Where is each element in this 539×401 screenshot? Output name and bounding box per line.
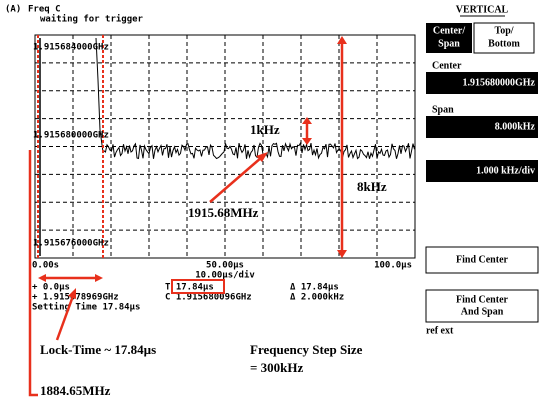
tab-label: Center/ xyxy=(433,25,465,36)
marker-bracket xyxy=(30,150,38,395)
ref-label: ref ext xyxy=(426,325,454,336)
annotation: 1884.65MHz xyxy=(40,383,111,398)
readout: Δ 2.000kHz xyxy=(290,293,344,303)
field-label: Span xyxy=(432,104,454,115)
readout: Δ 17.84µs xyxy=(290,283,339,293)
status: waiting for trigger xyxy=(40,14,144,25)
y-label: 1.915684000GHz xyxy=(33,43,109,53)
y-label: 1.915676000GHz xyxy=(33,239,109,249)
x-label: 50.00µs xyxy=(206,261,244,271)
screenshot: (A) Freq C waiting for trigger 1.9156840… xyxy=(0,0,539,401)
field-value: 1.000 kHz/div xyxy=(476,165,535,176)
button-label: And Span xyxy=(461,306,504,317)
y-label: 1.915680000GHz xyxy=(33,131,109,141)
button-label: Find Center xyxy=(456,294,509,305)
readout: + 0.0µs xyxy=(32,283,70,293)
x-label: 0.00s xyxy=(32,261,59,271)
menu-title: VERTICAL xyxy=(456,4,509,15)
icon: (A) xyxy=(5,5,21,15)
annotation: Frequency Step Size xyxy=(250,342,363,357)
tab-label: Bottom xyxy=(488,38,520,49)
readout: Setting Time 17.84µs xyxy=(32,302,140,313)
waveform xyxy=(96,38,415,159)
x-label: 100.0µs xyxy=(374,261,412,271)
field-value: 1.915680000GHz xyxy=(463,77,536,88)
field-label: Center xyxy=(432,60,462,71)
scope-screen: (A) Freq C waiting for trigger 1.9156840… xyxy=(5,5,415,313)
menu-panel: VERTICAL Center/ Span Top/ Bottom Center… xyxy=(426,4,538,336)
annotation: 1915.68MHz xyxy=(188,205,259,220)
button-label: Find Center xyxy=(456,254,509,265)
screen-title: Freq C xyxy=(28,5,61,15)
x-scale: 10.00µs/div xyxy=(195,270,255,281)
tab-label: Top/ xyxy=(494,25,513,36)
annotation: 8kHz xyxy=(357,179,387,194)
annotation: 1kHz xyxy=(250,122,280,137)
annotation: Lock-Time ~ 17.84µs xyxy=(40,342,156,357)
arrow xyxy=(210,157,262,202)
annotation: = 300kHz xyxy=(250,360,303,375)
field-value: 8.000kHz xyxy=(495,121,536,132)
tab-label: Span xyxy=(438,38,460,49)
